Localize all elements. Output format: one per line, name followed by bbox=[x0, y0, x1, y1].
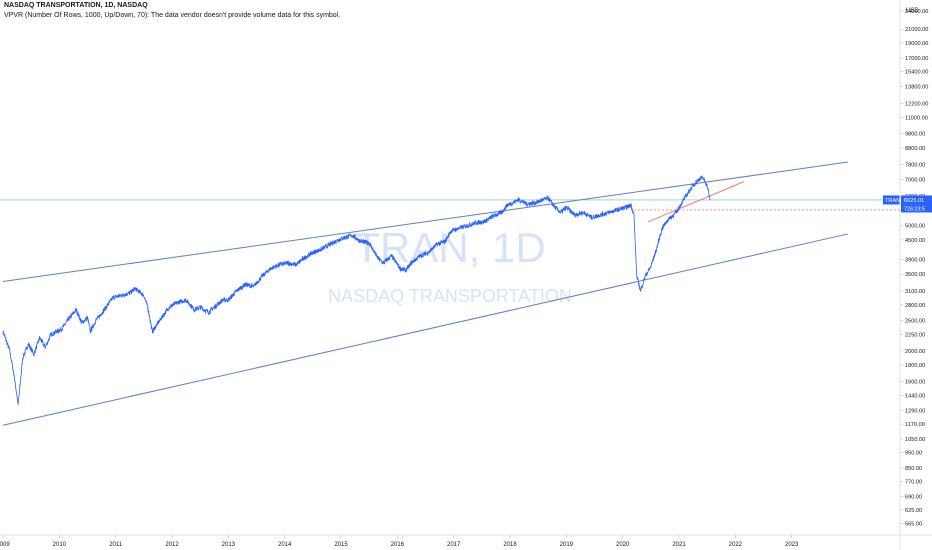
time-tick-label: 2009 bbox=[0, 542, 10, 548]
price-tick-label: 15400.00 bbox=[905, 70, 928, 76]
price-tick-label: 19000.00 bbox=[905, 41, 928, 47]
price-tick-label: 12200.00 bbox=[905, 101, 928, 107]
drawing-lines bbox=[2, 161, 849, 426]
price-tick-label: 2000.00 bbox=[905, 349, 925, 355]
time-tick-label: 2022 bbox=[729, 542, 743, 548]
price-tick-label: 11000.00 bbox=[905, 116, 928, 122]
price-tick-label: 850.00 bbox=[905, 466, 922, 472]
price-tick-label: 565.00 bbox=[905, 522, 922, 528]
price-tick-label: 3900.00 bbox=[905, 257, 925, 263]
price-tick-label: 24000.00 bbox=[905, 9, 928, 15]
price-tick-label: 3100.00 bbox=[905, 289, 925, 295]
countdown-label: 726:23:5 bbox=[904, 206, 925, 212]
symbol-tag-label: TRAN bbox=[885, 198, 900, 204]
time-tick-label: 2020 bbox=[616, 542, 630, 548]
price-tick-label: 13800.00 bbox=[905, 85, 928, 91]
price-tick-label: 625.00 bbox=[905, 508, 922, 514]
chart-title: NASDAQ TRANSPORTATION, 1D, NASDAQ bbox=[4, 2, 148, 9]
upper-channel[interactable] bbox=[2, 161, 849, 282]
price-tick-label: 1440.00 bbox=[905, 394, 925, 400]
time-tick-label: 2016 bbox=[391, 542, 405, 548]
price-tick-label: 1290.00 bbox=[905, 409, 925, 415]
price-tick-label: 1800.00 bbox=[905, 363, 925, 369]
watermark-name: NASDAQ TRANSPORTATION bbox=[328, 286, 572, 306]
price-tick-label: 2800.00 bbox=[905, 303, 925, 309]
price-axis[interactable]: USD 24000.00 21000.00 19000.00 17000.00 1540… bbox=[900, 8, 928, 528]
symbol-tag-box bbox=[883, 195, 900, 205]
price-tick-label: 690.00 bbox=[905, 494, 922, 500]
price-tick-label: 770.00 bbox=[905, 479, 922, 485]
price-tick-label: 5000.00 bbox=[905, 223, 925, 229]
currency-label: USD bbox=[906, 8, 919, 14]
countdown-box bbox=[901, 204, 932, 213]
time-tick-label: 2011 bbox=[109, 542, 123, 548]
time-tick-label: 2023 bbox=[785, 542, 799, 548]
series-line-tran bbox=[2, 175, 711, 405]
price-tick-label: 7000.00 bbox=[905, 177, 925, 183]
price-tick-label: 1170.00 bbox=[905, 422, 925, 428]
price-series bbox=[2, 175, 711, 405]
price-tick-label: 2500.00 bbox=[905, 318, 925, 324]
price-tick-label: 8800.00 bbox=[905, 146, 925, 152]
last-price-box bbox=[901, 195, 932, 205]
price-tick-label: 9800.00 bbox=[905, 131, 925, 137]
time-tick-label: 2018 bbox=[503, 542, 517, 548]
price-tick-label: 3500.00 bbox=[905, 272, 925, 278]
time-tick-label: 2021 bbox=[672, 542, 686, 548]
time-tick-label: 2019 bbox=[560, 542, 574, 548]
red-trendline[interactable] bbox=[647, 181, 744, 223]
time-tick-label: 2015 bbox=[334, 542, 348, 548]
watermark: TRAN, 1D NASDAQ TRANSPORTATION bbox=[328, 224, 572, 306]
lower-channel[interactable] bbox=[2, 233, 849, 426]
price-tick-label: 4500.00 bbox=[905, 238, 925, 244]
time-tick-label: 2017 bbox=[447, 542, 461, 548]
time-tick-label: 2010 bbox=[53, 542, 67, 548]
price-tick-label: 21000.00 bbox=[905, 27, 928, 33]
price-tick-label: 950.00 bbox=[905, 451, 922, 457]
time-tick-label: 2012 bbox=[165, 542, 179, 548]
time-axis[interactable]: 2009 2010 2011 2012 2013 2014 2015 2016 2017 2018… bbox=[0, 535, 799, 548]
price-tick-label: 2250.00 bbox=[905, 333, 925, 339]
price-tick-label: 1050.00 bbox=[905, 437, 925, 443]
time-tick-label: 2013 bbox=[222, 542, 236, 548]
time-tick-label: 2014 bbox=[278, 542, 292, 548]
indicator-status: VPVR (Number Of Rows, 1000, Up/Down, 70)… bbox=[4, 12, 341, 19]
last-price-marker: TRAN 6025.01 726:23:5 bbox=[0, 195, 932, 213]
last-price-label: 6025.01 bbox=[904, 198, 924, 204]
price-tick-label: 7800.00 bbox=[905, 163, 925, 169]
price-tick-label: 1600.00 bbox=[905, 379, 925, 385]
price-tick-label: 17000.00 bbox=[905, 56, 928, 62]
